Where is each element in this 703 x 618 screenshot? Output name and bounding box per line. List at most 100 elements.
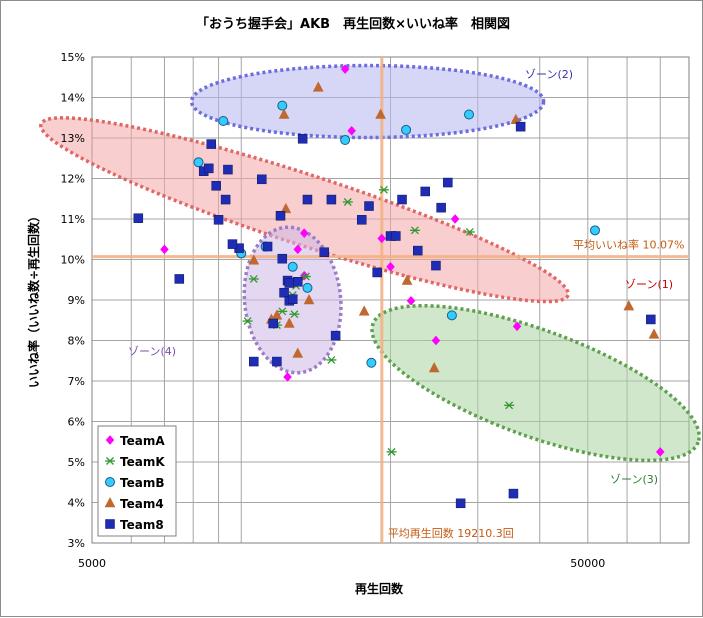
y-tick-label: 13% [61,132,85,145]
point-teama [386,261,395,272]
marker-stroke [249,274,258,283]
y-tick-label: 12% [61,173,85,186]
y-tick-label: 15% [61,51,85,64]
y-tick-label: 11% [61,213,85,226]
point-team8 [319,247,329,257]
marker-stroke [387,447,396,456]
point-teama [406,295,416,306]
marker-stroke [465,228,474,236]
point-team8 [262,241,273,252]
point-teamb [218,115,229,126]
point-teamb [446,310,457,321]
point-teama [450,214,460,224]
point-teamb [589,225,600,236]
marker-stroke [243,317,252,326]
point-teama [293,244,303,255]
y-tick-label: 7% [68,375,85,388]
point-teamb [366,357,377,368]
point-team8 [277,253,288,264]
point-teamb [287,261,298,272]
point-teamb [340,135,351,146]
point-team4 [401,274,413,285]
legend-entry-teamb: TeamB [120,476,164,490]
point-team8 [431,260,441,271]
point-team8 [397,194,407,205]
y-tick-label: 3% [68,537,85,550]
point-team8 [364,201,374,211]
point-teamk [342,198,353,206]
y-tick-label: 8% [68,335,85,348]
marker-stroke [106,457,114,465]
point-teama [283,372,292,382]
point-teamk [378,185,389,194]
marker-stroke [343,198,352,206]
y-tick-label: 6% [68,416,85,429]
point-team8 [646,314,656,325]
point-team8 [227,239,238,249]
x-axis-title: 再生回数 [355,581,404,596]
legend-marker-team8 [105,519,115,529]
point-teamk [242,317,253,326]
point-teamk [248,274,259,283]
point-teamk [504,401,515,410]
marker-stroke [410,226,419,235]
point-team8 [220,194,231,205]
point-team4 [510,113,522,125]
point-team4 [375,108,386,119]
point-team4 [303,293,315,305]
point-team8 [302,194,313,205]
point-team4 [623,300,635,311]
point-teamk [300,272,311,281]
axis-ticks: 3% 4% 5% 6% 7% 8% 9% 10% 11% 12% 13% 14% 15% 5000 5000… [61,51,606,570]
point-team8 [223,164,233,175]
legend-entry-team8: Team8 [120,518,164,532]
point-team8 [287,294,298,304]
point-team8 [174,274,185,284]
zone-label: ゾーン(3) [610,473,658,486]
point-team4 [280,202,292,214]
zone-label: ゾーン(2) [525,68,573,81]
point-teamb [464,109,475,120]
legend-marker-teamb [105,477,115,487]
point-teama [299,228,309,239]
point-team4 [358,305,370,316]
point-teama [160,244,169,255]
point-team8 [272,356,282,367]
marker-stroke [505,401,514,410]
point-team8 [133,213,144,223]
point-team8 [420,186,430,197]
zone-ellipse [189,63,546,140]
x-tick-label: 5000 [78,557,106,570]
y-tick-label: 9% [68,294,85,307]
point-team4 [248,254,260,265]
y-axis-title: いいね率（いいね数÷再生回数） [26,210,41,388]
point-team8 [275,211,286,221]
y-tick-label: 5% [68,456,85,469]
point-team8 [213,215,224,225]
point-team8 [372,267,382,278]
point-teamk [277,307,288,316]
point-team8 [211,181,221,191]
point-team4 [428,362,440,373]
y-tick-label: 14% [61,92,85,105]
legend-marker-teama [105,435,115,445]
point-team8 [204,163,214,174]
point-teamk [326,355,337,364]
chart-title: 「おうち握手会」AKB 再生回数×いいね率 相関図 [196,16,510,32]
point-team8 [206,139,217,149]
point-team8 [515,121,526,132]
zone-ellipse [370,303,701,463]
point-teama [340,64,350,75]
point-team8 [292,277,303,287]
point-teamk [464,228,475,236]
legend-marker-teamk [105,457,115,465]
marker-stroke [327,355,336,364]
point-team8 [326,194,337,205]
point-teamb [193,157,204,168]
plot-border [91,56,690,544]
point-teamk [386,447,397,456]
point-teama [347,125,357,136]
zone-label: ゾーン(1) [625,278,673,291]
